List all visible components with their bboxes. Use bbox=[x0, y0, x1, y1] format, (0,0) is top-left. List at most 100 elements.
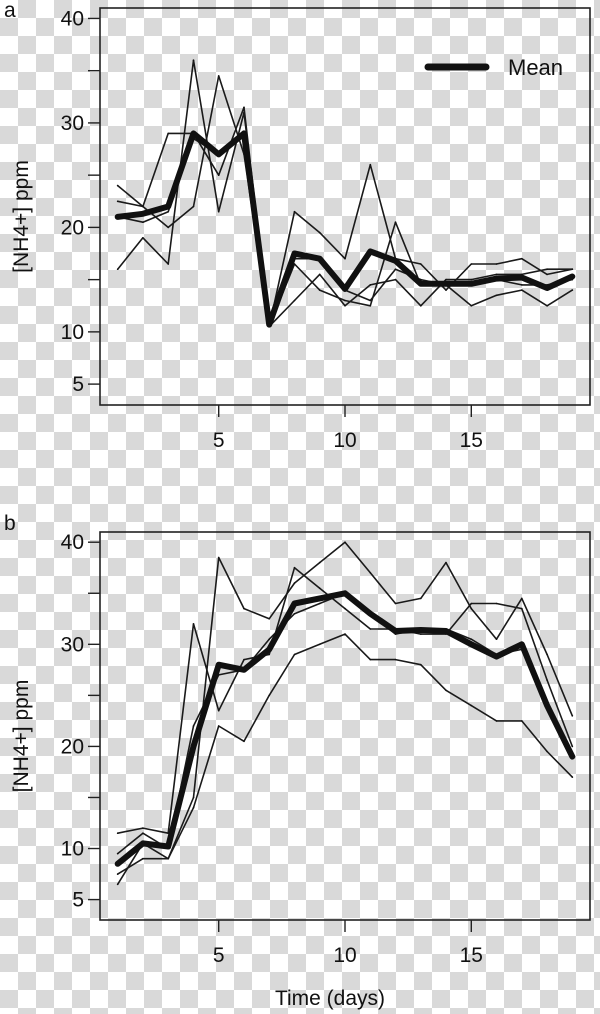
data-point-replicate bbox=[142, 205, 144, 208]
data-point-replicate bbox=[116, 852, 119, 855]
data-point-replicate bbox=[116, 832, 119, 834]
data-point-mean bbox=[545, 704, 549, 708]
data-point-replicate bbox=[116, 184, 119, 187]
data-point-replicate bbox=[369, 163, 372, 166]
data-point-replicate bbox=[495, 294, 498, 297]
data-point-replicate bbox=[420, 263, 422, 265]
data-point-mean bbox=[141, 841, 145, 845]
plot-frame bbox=[99, 531, 591, 921]
data-point-replicate bbox=[445, 561, 447, 564]
data-point-replicate bbox=[571, 289, 574, 291]
data-point-mean bbox=[469, 282, 473, 286]
x-tick-label: 15 bbox=[460, 429, 483, 452]
data-point-replicate bbox=[142, 857, 144, 860]
y-tick-label: 30 bbox=[61, 112, 84, 135]
data-point-replicate bbox=[470, 305, 473, 307]
data-point-replicate bbox=[293, 612, 296, 615]
data-point-mean bbox=[444, 282, 448, 286]
data-point-mean bbox=[495, 655, 498, 659]
data-point-mean bbox=[570, 275, 574, 278]
data-point-replicate bbox=[318, 643, 321, 646]
data-point-replicate bbox=[268, 694, 271, 697]
y-tick-label: 30 bbox=[61, 633, 84, 656]
data-point-replicate bbox=[369, 658, 372, 661]
series-line-mean bbox=[114, 130, 576, 328]
data-point-replicate bbox=[293, 210, 296, 213]
data-point-replicate bbox=[192, 796, 195, 799]
data-point-mean bbox=[318, 596, 322, 600]
data-point-mean bbox=[570, 755, 574, 759]
data-point-replicate bbox=[521, 257, 523, 260]
data-point-replicate bbox=[394, 268, 397, 271]
data-point-replicate bbox=[470, 704, 473, 707]
data-point-replicate bbox=[521, 289, 523, 291]
data-point-replicate bbox=[546, 268, 548, 271]
data-point-mean bbox=[293, 252, 296, 255]
y-tick-label: 40 bbox=[61, 7, 84, 30]
data-point-mean bbox=[192, 131, 195, 135]
data-point-replicate bbox=[521, 607, 523, 610]
data-point-replicate bbox=[167, 210, 169, 213]
data-point-replicate bbox=[293, 653, 296, 656]
data-point-replicate bbox=[167, 226, 169, 229]
data-point-replicate bbox=[470, 602, 473, 605]
data-point-replicate bbox=[318, 587, 321, 589]
legend-label-mean: Mean bbox=[508, 55, 563, 80]
data-point-replicate bbox=[268, 618, 271, 620]
data-point-replicate bbox=[571, 715, 574, 717]
x-tick-label: 5 bbox=[213, 944, 225, 967]
data-point-replicate bbox=[394, 221, 397, 223]
data-point-replicate bbox=[142, 832, 144, 834]
chart-panel-b: 5 10 20 30 40 5 10 15 [NH4+] ppm Time (days) bbox=[10, 531, 591, 1010]
data-point-replicate bbox=[571, 745, 574, 748]
data-point-mean bbox=[444, 629, 448, 633]
data-point-mean bbox=[368, 249, 372, 253]
data-point-mean bbox=[343, 591, 347, 595]
y-tick-label: 20 bbox=[61, 735, 84, 758]
data-point-mean bbox=[469, 642, 473, 646]
panel-letter-a: a bbox=[4, 0, 16, 22]
data-point-replicate bbox=[293, 263, 296, 265]
chart-panel-a: 5 10 20 30 40 5 10 15 [NH4+] ppm Mean bbox=[10, 7, 591, 452]
data-point-replicate bbox=[243, 740, 245, 743]
x-tick-label: 15 bbox=[460, 944, 483, 967]
data-point-replicate bbox=[394, 658, 397, 661]
data-point-replicate bbox=[217, 210, 220, 213]
data-point-replicate bbox=[318, 561, 321, 564]
data-point-mean bbox=[267, 323, 271, 327]
y-tick-label: 5 bbox=[72, 889, 84, 912]
data-point-mean bbox=[166, 845, 170, 848]
y-axis-title: [NH4+] ppm bbox=[10, 680, 33, 793]
data-point-replicate bbox=[445, 278, 447, 281]
data-point-replicate bbox=[571, 268, 574, 271]
data-point-replicate bbox=[521, 284, 523, 286]
data-point-replicate bbox=[571, 776, 574, 778]
data-point-replicate bbox=[420, 663, 422, 666]
y-tick-label: 10 bbox=[61, 321, 84, 344]
data-point-replicate bbox=[546, 750, 548, 753]
series-line-replicate bbox=[116, 566, 574, 835]
data-point-mean bbox=[242, 668, 246, 672]
data-point-replicate bbox=[116, 200, 119, 203]
data-point-mean bbox=[217, 152, 221, 156]
y-tick-label: 40 bbox=[61, 531, 84, 554]
data-point-mean bbox=[545, 286, 549, 290]
x-tick-label: 10 bbox=[333, 944, 356, 967]
data-point-replicate bbox=[369, 628, 372, 630]
data-point-replicate bbox=[167, 263, 169, 265]
data-point-replicate bbox=[546, 679, 548, 681]
data-point-replicate bbox=[394, 278, 397, 281]
data-point-replicate bbox=[116, 873, 119, 875]
data-point-replicate bbox=[470, 638, 473, 640]
data-point-replicate bbox=[420, 633, 422, 635]
data-point-mean bbox=[520, 642, 524, 646]
data-point-replicate bbox=[546, 305, 548, 307]
data-point-replicate bbox=[344, 305, 346, 307]
data-point-replicate bbox=[318, 273, 321, 276]
data-point-replicate bbox=[470, 263, 473, 265]
series-line-replicate bbox=[116, 633, 574, 875]
data-point-replicate bbox=[344, 299, 346, 302]
data-point-replicate bbox=[344, 633, 346, 635]
data-point-mean bbox=[419, 628, 423, 632]
data-point-replicate bbox=[420, 305, 422, 307]
